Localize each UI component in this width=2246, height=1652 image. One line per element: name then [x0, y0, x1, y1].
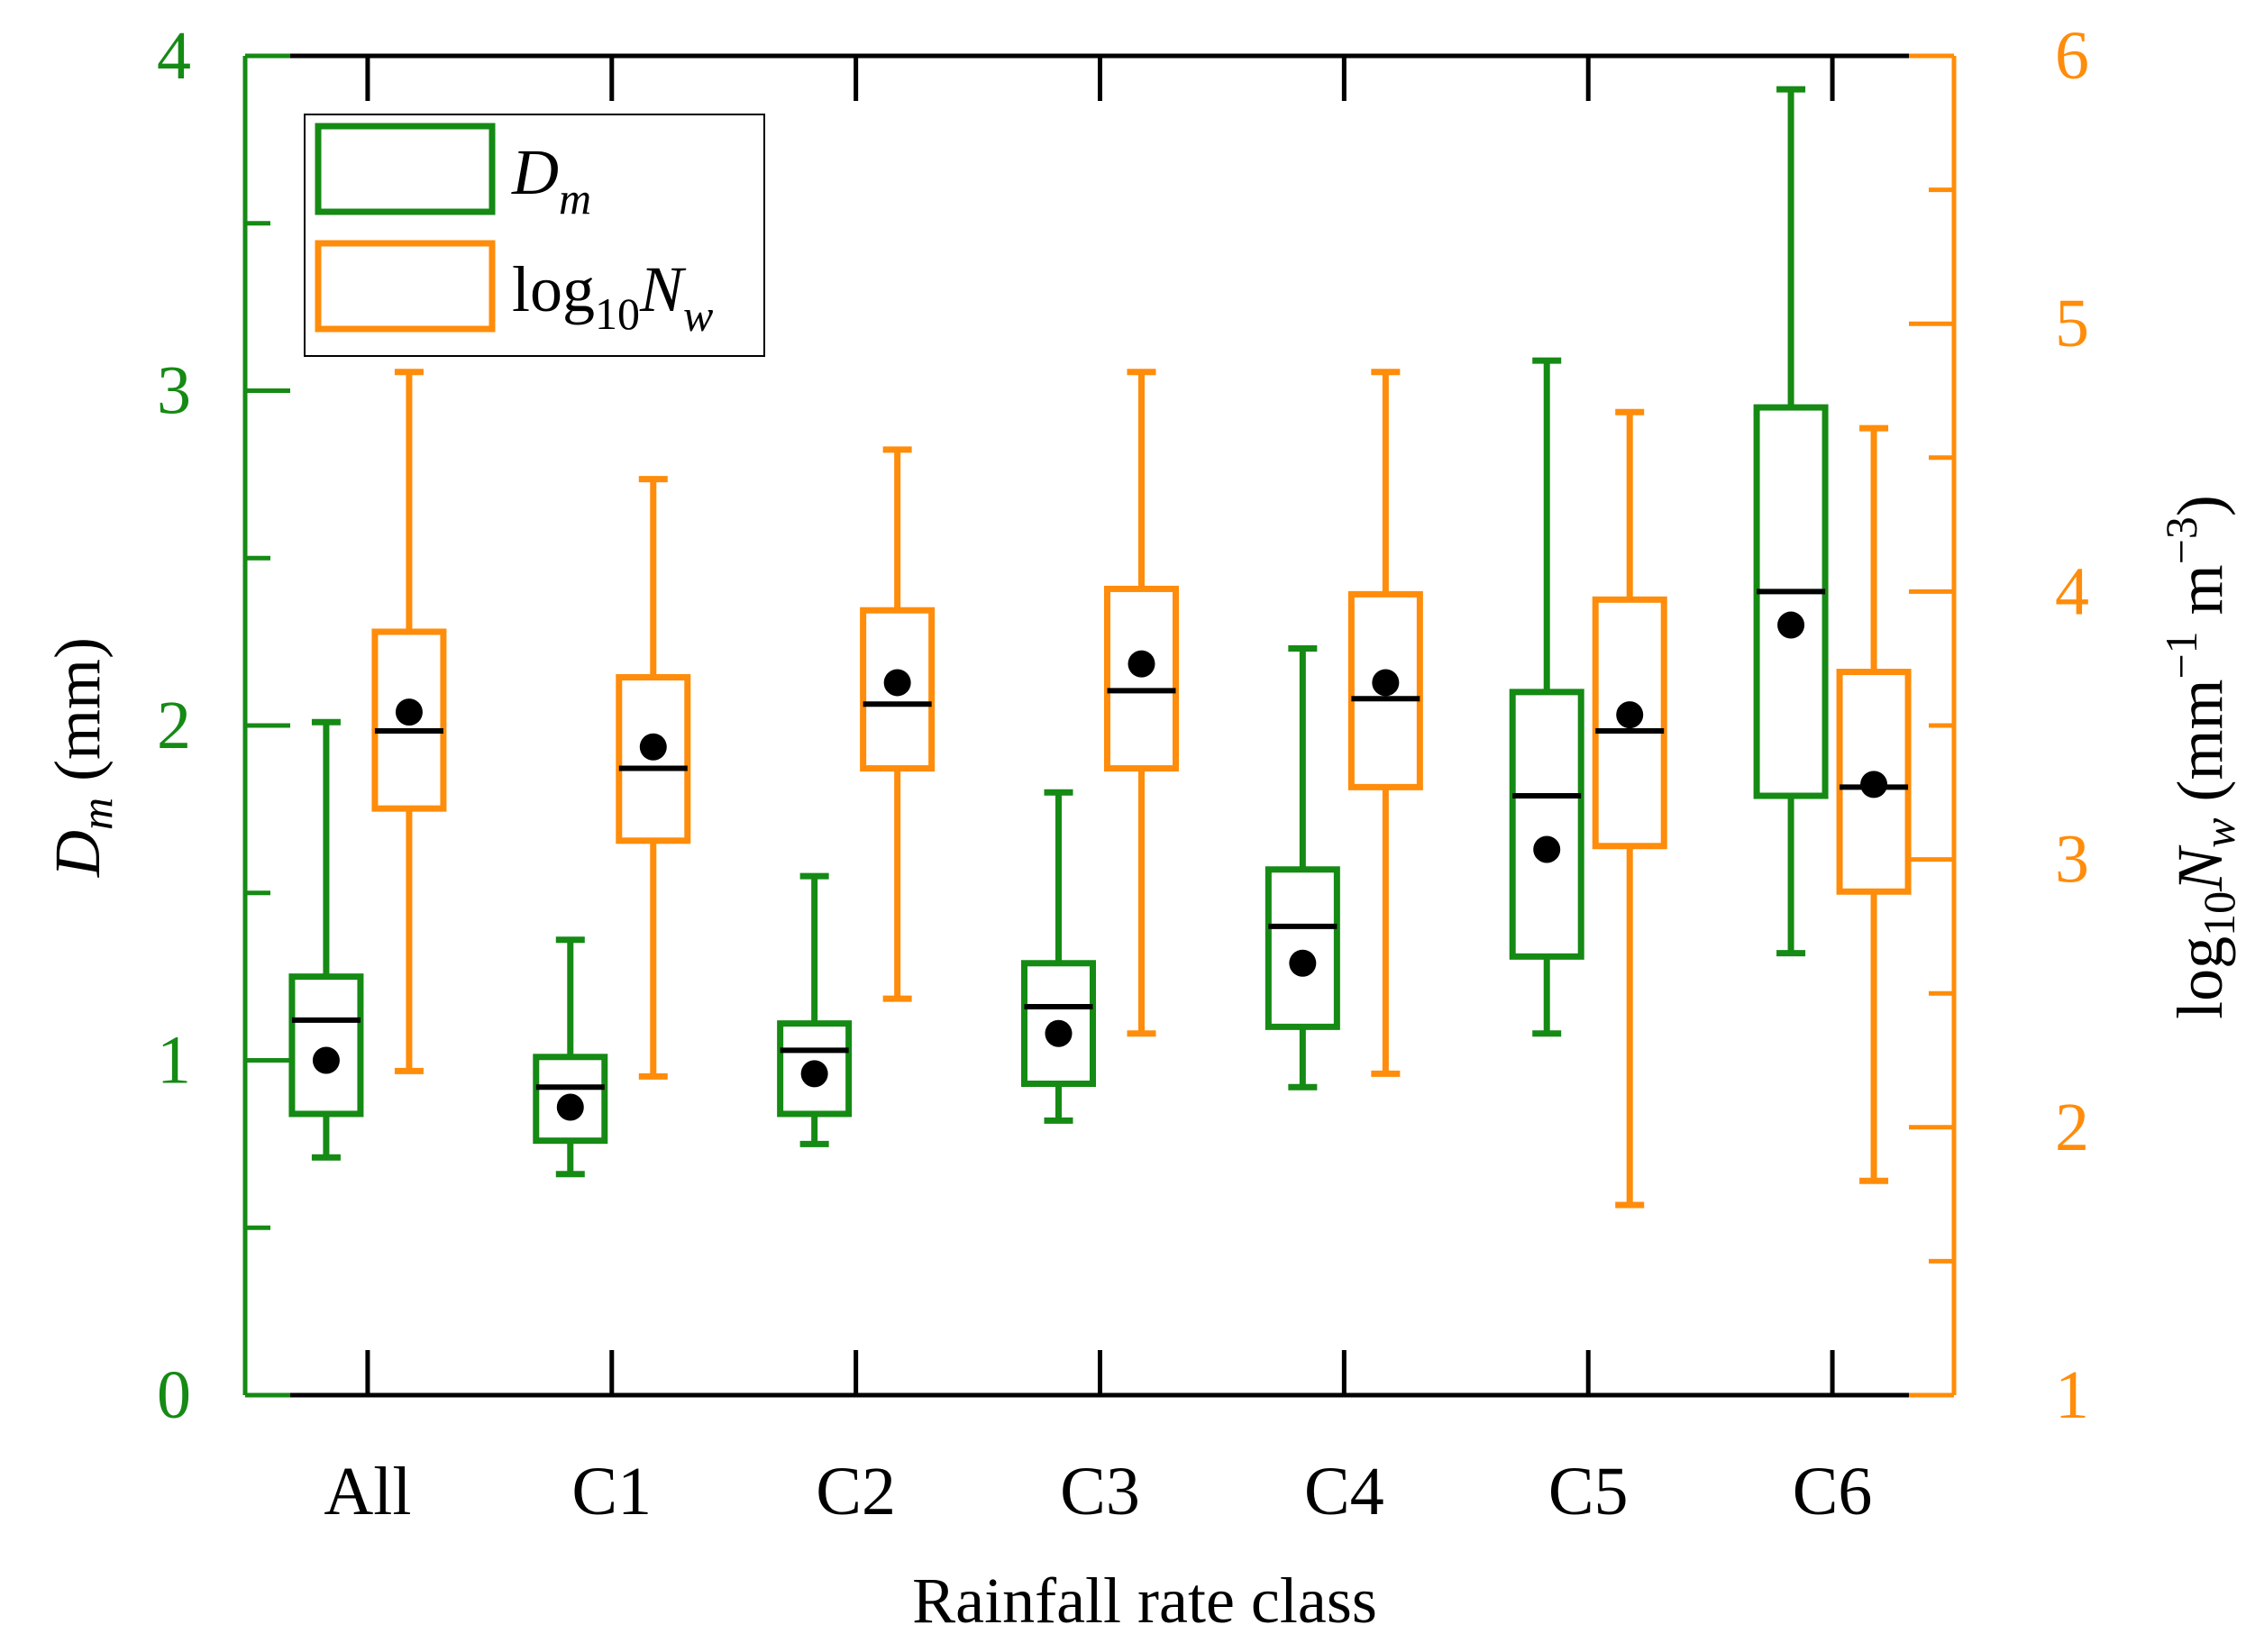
mean-marker	[639, 733, 667, 761]
dm-box-C1	[533, 936, 608, 1178]
mean-marker	[1616, 701, 1644, 729]
right-axis-title: log10Nw (mm−1 m−3)	[2156, 495, 2244, 1019]
nw-box-All	[371, 369, 447, 1074]
iqr-box	[1265, 866, 1340, 1030]
mean-marker	[1777, 611, 1805, 639]
category-label: C2	[816, 1454, 896, 1529]
nw-box-C2	[860, 446, 936, 1002]
legend-swatch-nw	[315, 240, 496, 333]
left-tick-label: 4	[157, 18, 191, 94]
right-tick-label: 6	[2055, 18, 2089, 94]
legend: Dm log10Nw	[304, 114, 765, 357]
left-tick-label: 1	[157, 1023, 191, 1099]
legend-frame	[304, 114, 765, 357]
category-label: C4	[1304, 1454, 1384, 1529]
x-axis-title: Rainfall rate class	[912, 1565, 1377, 1637]
mean-marker	[800, 1060, 828, 1088]
left-tick-label: 0	[157, 1357, 191, 1433]
nw-box-C3	[1104, 369, 1179, 1037]
right-tick-label: 2	[2055, 1090, 2089, 1165]
left-tick-label: 2	[157, 688, 191, 763]
right-tick-label: 3	[2055, 822, 2089, 898]
dm-box-All	[288, 718, 364, 1161]
dm-box-C4	[1265, 645, 1340, 1091]
nw-box-C6	[1836, 424, 1912, 1184]
dm-box-C2	[777, 872, 853, 1147]
mean-marker	[1372, 669, 1400, 697]
axis-labels: 0 1 2 3 4 1 2 3 4 5 6 All C1 C2 C3 C4 C5 C6	[157, 18, 2089, 1529]
mean-marker	[1289, 949, 1317, 977]
dm-box-C3	[1021, 789, 1096, 1124]
nw-box-C4	[1347, 369, 1423, 1077]
mean-marker	[1045, 1019, 1073, 1047]
right-tick-label: 5	[2055, 286, 2089, 361]
left-tick-label: 3	[157, 353, 191, 429]
legend-swatch-dm	[315, 123, 496, 215]
right-tick-label: 1	[2055, 1357, 2089, 1433]
category-label: C1	[571, 1454, 652, 1529]
mean-marker	[1860, 771, 1888, 799]
iqr-box	[371, 628, 447, 812]
nw-box-C1	[616, 476, 691, 1080]
mean-marker	[556, 1093, 584, 1121]
left-axis-title: Dm (mm)	[41, 637, 122, 878]
category-label: All	[324, 1454, 411, 1529]
category-label: C5	[1548, 1454, 1629, 1529]
mean-marker	[1128, 650, 1155, 678]
dm-box-C5	[1509, 357, 1584, 1037]
legend-label-nw: log10Nw	[512, 253, 713, 341]
dm-box-C6	[1753, 86, 1829, 957]
box-plots	[288, 86, 1912, 1209]
mean-marker	[1533, 835, 1561, 863]
right-tick-label: 4	[2055, 553, 2089, 629]
category-label: C6	[1793, 1454, 1873, 1529]
iqr-box	[288, 973, 364, 1118]
nw-box-C5	[1592, 408, 1667, 1209]
legend-label-dm: Dm	[511, 136, 591, 224]
mean-marker	[883, 669, 911, 697]
iqr-box	[1509, 689, 1584, 960]
mean-marker	[395, 698, 423, 726]
iqr-box	[1753, 404, 1829, 799]
mean-marker	[312, 1046, 340, 1074]
tick-marks	[245, 53, 1954, 1398]
category-label: C3	[1060, 1454, 1140, 1529]
iqr-box	[1104, 585, 1179, 772]
